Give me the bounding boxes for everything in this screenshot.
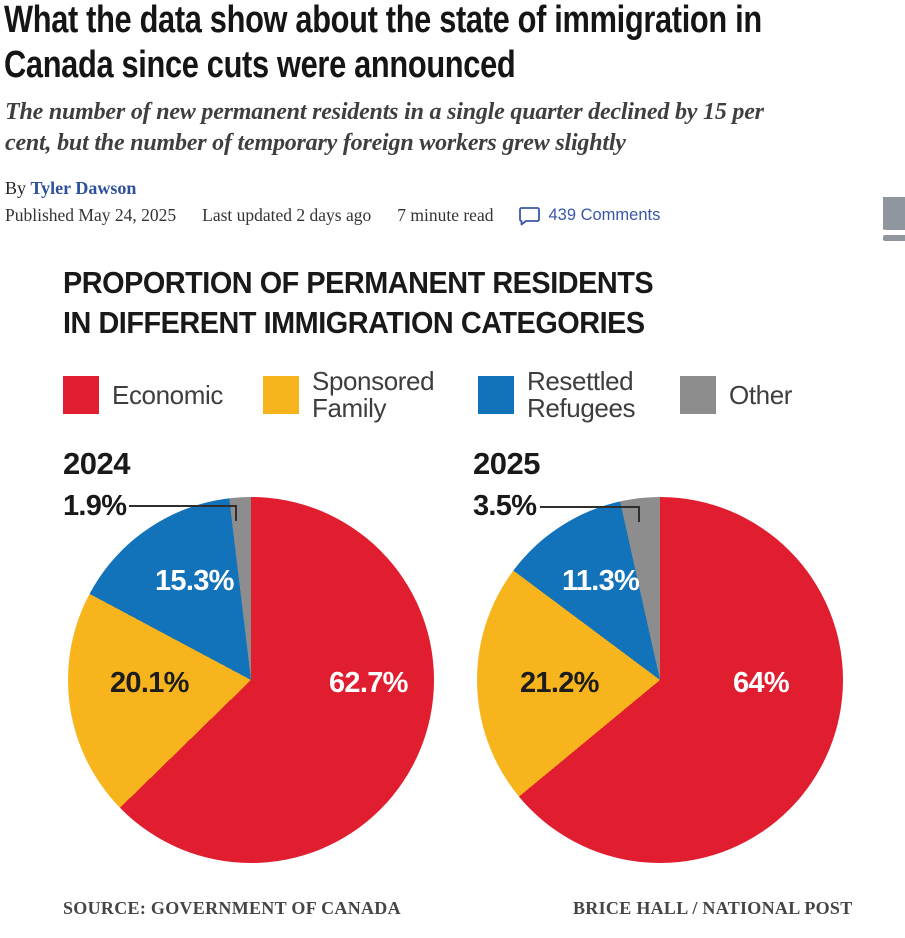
pie-2024-family-label: 20.1% <box>110 667 189 699</box>
pie-2025-economic-label: 64% <box>733 667 790 699</box>
legend-item-sponsored-family: Sponsored Family <box>263 368 435 422</box>
pie-2025-other-label: 3.5% <box>473 490 537 522</box>
bookmark-save-icon[interactable] <box>880 197 905 243</box>
pie-2024-year-label: 2024 <box>63 446 130 481</box>
bookmark-glyph <box>883 197 905 241</box>
pie-2024-other-label: 1.9% <box>63 490 127 522</box>
comments-count: 439 Comments <box>548 206 661 224</box>
economic-swatch-icon <box>63 376 99 414</box>
read-time: 7 minute read <box>397 205 494 225</box>
subheadline: The number of new permanent residents in… <box>5 99 764 156</box>
pie-2024-callout-elbow <box>235 505 237 521</box>
pie-chart-2024 <box>68 497 434 863</box>
byline-prefix: By <box>5 178 31 198</box>
author-link[interactable]: Tyler Dawson <box>30 178 137 198</box>
meta-row: Published May 24, 2025 Last updated 2 da… <box>5 205 660 226</box>
pie-2025-refugees-label: 11.3% <box>562 565 640 597</box>
legend-label: Resettled Refugees <box>527 366 636 423</box>
other-swatch-icon <box>680 376 716 414</box>
pie-2024-refugees-label: 15.3% <box>155 565 234 597</box>
legend-label: Other <box>729 379 793 410</box>
byline: By Tyler Dawson <box>5 178 136 199</box>
pie-2025-year-label: 2025 <box>473 446 540 481</box>
pie-2024-economic-label: 62.7% <box>329 667 408 699</box>
pie-2025-callout-elbow <box>638 506 640 522</box>
comment-bubble-icon <box>519 206 541 225</box>
published-date: Published May 24, 2025 <box>5 205 177 225</box>
comments-link[interactable]: 439 Comments <box>519 206 660 226</box>
chart-source: SOURCE: GOVERNMENT OF CANADA <box>63 898 401 918</box>
legend-item-resettled-refugees: Resettled Refugees <box>478 368 636 422</box>
pie-2025-family-label: 21.2% <box>520 667 599 699</box>
last-updated: Last updated 2 days ago <box>202 205 372 225</box>
chart-credit: BRICE HALL / NATIONAL POST <box>573 898 853 918</box>
pie-2024-callout-line <box>129 505 237 507</box>
legend-label: Economic <box>112 379 223 410</box>
legend-label: Sponsored Family <box>312 366 435 423</box>
chart-title: PROPORTION OF PERMANENT RESIDENTS IN DIF… <box>63 265 654 340</box>
sponsored-family-swatch-icon <box>263 376 299 414</box>
legend-item-other: Other <box>680 372 792 418</box>
pie-chart-2025 <box>477 497 843 863</box>
pie-2025-callout-line <box>540 506 640 508</box>
resettled-refugees-swatch-icon <box>478 376 514 414</box>
headline: What the data show about the state of im… <box>4 0 762 86</box>
legend-item-economic: Economic <box>63 372 223 418</box>
